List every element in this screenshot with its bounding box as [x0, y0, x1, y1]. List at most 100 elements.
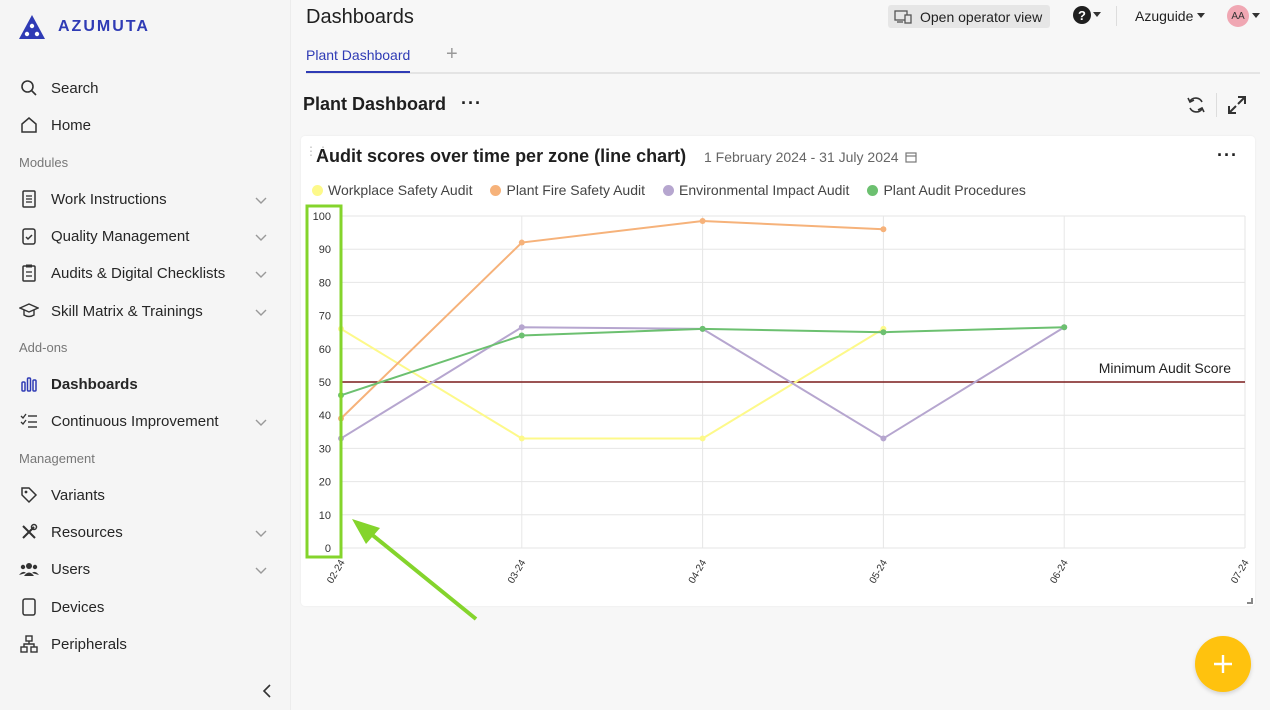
legend-item[interactable]: Environmental Impact Audit: [663, 182, 849, 198]
line-chart: 0 10 20 30 40 50 60 70 80 90 100 02-24 03-24 04-24 05-…: [313, 211, 1252, 586]
series-line: [340, 328, 884, 440]
x-tick-label: 07-24: [1229, 558, 1252, 586]
sidebar-item-label: Search: [51, 79, 99, 97]
y-tick-label: 60: [319, 344, 331, 356]
sidebar-item-audits[interactable]: Audits & Digital Checklists: [0, 255, 291, 291]
refresh-button[interactable]: [1186, 95, 1206, 118]
section-label-add-ons: Add-ons: [19, 340, 68, 355]
dashboard-title: Plant Dashboard: [303, 94, 447, 114]
legend-swatch: [663, 184, 675, 196]
fullscreen-button[interactable]: [1227, 95, 1247, 118]
sidebar-item-continuous-improvement[interactable]: Continuous Improvement: [0, 403, 291, 439]
sidebar-item-variants[interactable]: Variants: [0, 477, 291, 513]
y-tick-label: 0: [325, 543, 331, 555]
legend-label: Plant Fire Safety Audit: [506, 182, 646, 198]
collapse-sidebar-button[interactable]: [262, 684, 272, 701]
sidebar-item-work-instructions[interactable]: Work Instructions: [0, 181, 291, 217]
reference-line-label: Minimum Audit Score: [1099, 360, 1231, 376]
account-switcher[interactable]: Azuguide: [1135, 8, 1206, 24]
sidebar-item-label: Users: [51, 560, 91, 578]
legend-item[interactable]: Plant Audit Procedures: [867, 182, 1026, 198]
sidebar-item-home[interactable]: Home: [0, 107, 291, 143]
more-horizontal-icon: ···: [461, 93, 482, 113]
refresh-icon: [1187, 97, 1205, 113]
tab-plant-dashboard[interactable]: Plant Dashboard: [306, 47, 411, 73]
add-tab-button[interactable]: +: [446, 43, 458, 66]
sidebar-item-users[interactable]: Users: [0, 551, 291, 587]
data-point: [518, 324, 525, 331]
sidebar-item-label: Audits & Digital Checklists: [51, 264, 226, 282]
data-point: [338, 392, 344, 399]
sidebar-item-label: Variants: [51, 486, 105, 504]
widget-title: Audit scores over time per zone (line ch…: [316, 146, 687, 166]
series-line: [340, 219, 884, 420]
plus-icon: [1214, 655, 1232, 673]
legend-item[interactable]: Workplace Safety Audit: [312, 182, 472, 198]
resize-handle-icon[interactable]: [1247, 598, 1253, 604]
document-icon: [19, 189, 39, 209]
calendar-icon: [904, 152, 917, 163]
sidebar-item-label: Work Instructions: [51, 190, 167, 208]
chevron-down-icon[interactable]: [255, 266, 267, 283]
x-tick-label: 02-24: [325, 558, 348, 586]
open-operator-view-button[interactable]: Open operator view: [888, 5, 1051, 28]
dashboard-tabs: Plant Dashboard +: [306, 43, 1260, 74]
caret-down-icon: [1252, 13, 1260, 18]
widget-more-button[interactable]: ···: [1217, 145, 1238, 166]
data-point: [338, 325, 344, 332]
tag-icon: [19, 485, 39, 505]
chart-legend: Workplace Safety Audit Plant Fire Safety…: [312, 182, 1026, 198]
data-point: [518, 239, 525, 246]
y-tick-label: 100: [313, 211, 331, 223]
sidebar-item-search[interactable]: Search: [0, 70, 291, 106]
checklist-icon: [19, 411, 39, 431]
y-tick-label: 10: [319, 510, 331, 522]
sidebar-item-label: Skill Matrix & Trainings: [51, 302, 203, 320]
sidebar-item-label: Quality Management: [51, 227, 190, 245]
sidebar-item-skill-matrix[interactable]: Skill Matrix & Trainings: [0, 293, 291, 329]
date-range[interactable]: 1 February 2024 - 31 July 2024: [704, 149, 917, 165]
sidebar-item-quality-management[interactable]: Quality Management: [0, 218, 291, 254]
y-tick-label: 20: [319, 477, 331, 489]
chevron-down-icon[interactable]: [255, 304, 267, 321]
chevron-down-icon[interactable]: [255, 229, 267, 246]
sidebar-item-label: Continuous Improvement: [51, 412, 219, 430]
graduation-cap-icon: [19, 301, 39, 321]
user-menu[interactable]: AA: [1227, 5, 1260, 27]
devices-icon: [894, 9, 912, 24]
x-tick-label: 06-24: [1048, 558, 1071, 586]
data-point: [880, 329, 887, 336]
sidebar-item-label: Devices: [51, 598, 105, 616]
legend-item[interactable]: Plant Fire Safety Audit: [490, 182, 645, 198]
data-point: [880, 435, 887, 442]
legend-label: Plant Audit Procedures: [883, 182, 1026, 198]
sidebar-item-dashboards[interactable]: Dashboards: [0, 366, 291, 402]
chevron-down-icon[interactable]: [255, 414, 267, 431]
search-icon: [19, 78, 39, 98]
more-horizontal-icon: ···: [1217, 145, 1238, 165]
x-tick-label: 03-24: [506, 558, 529, 586]
clipboard-check-icon: [19, 226, 39, 246]
dashboard-more-button[interactable]: ···: [461, 93, 482, 114]
sidebar-item-resources[interactable]: Resources: [0, 514, 291, 550]
add-widget-button[interactable]: [1195, 636, 1251, 692]
y-tick-label: 30: [319, 443, 331, 455]
chevron-down-icon[interactable]: [255, 525, 267, 542]
y-tick-label: 50: [319, 377, 331, 389]
chevron-down-icon[interactable]: [255, 562, 267, 579]
top-bar: Dashboards Open operator view ? Azuguide…: [291, 0, 1270, 36]
sidebar-item-peripherals[interactable]: Peripherals: [0, 626, 291, 662]
y-tick-label: 90: [319, 244, 331, 256]
brand-name: AZUMUTA: [58, 18, 150, 35]
legend-label: Workplace Safety Audit: [328, 182, 473, 198]
clipboard-list-icon: [19, 263, 39, 283]
data-point: [699, 435, 706, 442]
y-tick-label: 40: [319, 410, 331, 422]
chevron-down-icon[interactable]: [255, 192, 267, 209]
data-point: [880, 226, 887, 233]
sidebar-item-devices[interactable]: Devices: [0, 589, 291, 625]
data-point: [338, 415, 344, 422]
help-menu[interactable]: ?: [1073, 6, 1101, 24]
section-label-management: Management: [19, 451, 95, 466]
logo[interactable]: AZUMUTA: [18, 14, 150, 40]
